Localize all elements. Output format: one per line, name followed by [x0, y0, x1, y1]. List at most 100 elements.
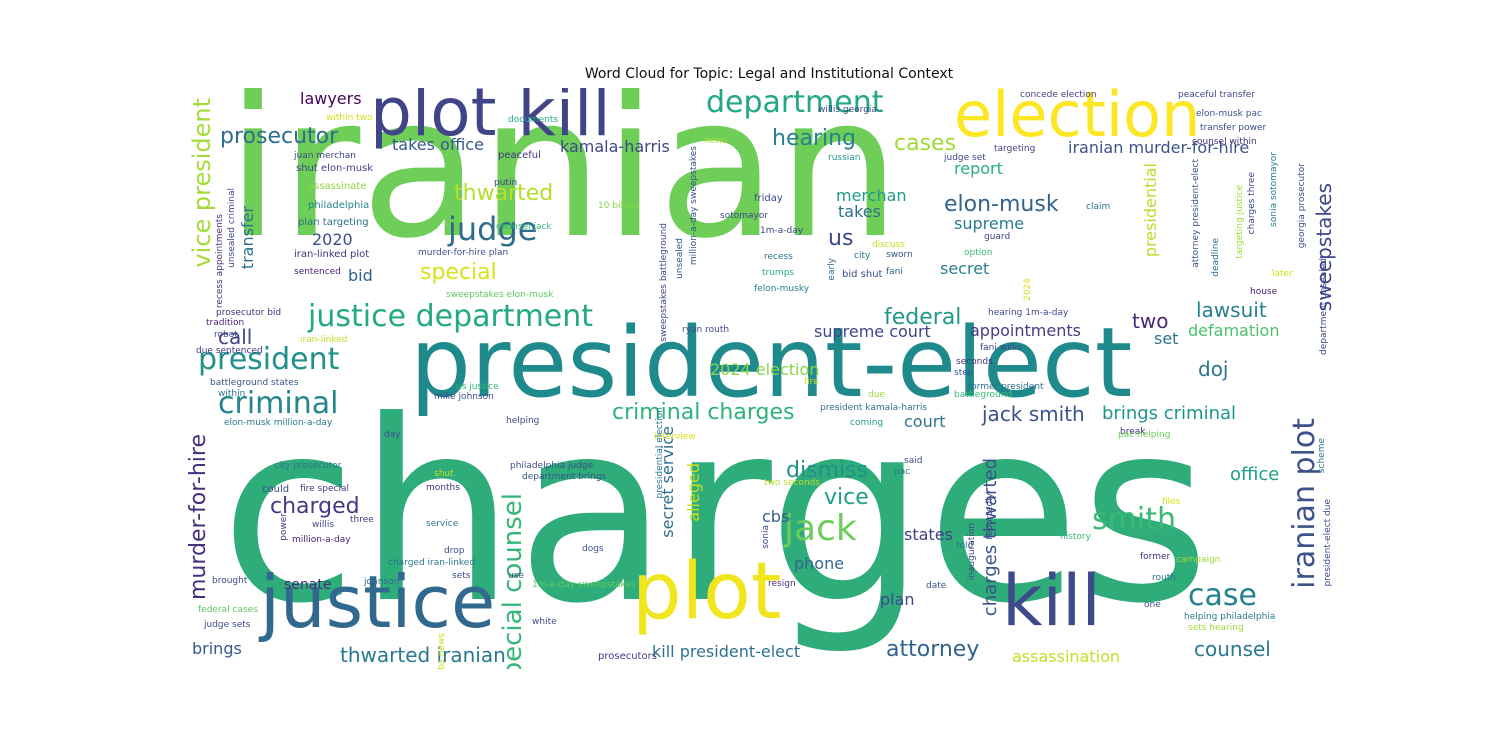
word-recess-appointments: recess appointments: [215, 214, 225, 309]
word-sweepstakes-elon-musk: sweepstakes elon-musk: [446, 290, 554, 300]
word-assassination: assassination: [1012, 647, 1120, 666]
word-merchan: merchan: [836, 186, 907, 205]
word-supreme: supreme: [954, 214, 1025, 233]
word-targeting: targeting: [994, 144, 1036, 154]
word-criminal: criminal: [218, 386, 339, 421]
word-attorney-president-elect: attorney president-elect: [1191, 159, 1201, 268]
word-iranian-murder-for-hire: iranian murder-for-hire: [1068, 138, 1250, 157]
word-vice-president: vice president: [188, 98, 216, 268]
word-judge-set: judge set: [944, 153, 986, 163]
word-plan: plan: [880, 590, 915, 609]
word-charged-iran-linked: charged iran-linked: [388, 558, 476, 568]
word-city-prosecutor: city prosecutor: [274, 461, 342, 471]
word-files: files: [1162, 497, 1181, 507]
word-elon-musk: elon-musk: [944, 192, 1059, 217]
word-charges-three: charges three: [1247, 172, 1257, 235]
word-lawsuit: lawsuit: [1196, 298, 1267, 322]
word-defamation: defamation: [1188, 321, 1280, 340]
word-plan-targeting: plan targeting: [298, 217, 369, 228]
word-bid: bid: [348, 266, 373, 285]
word-assassinate: assassinate: [308, 181, 367, 192]
word-peaceful-transfer: peaceful transfer: [1178, 90, 1256, 100]
word-phone: phone: [794, 554, 845, 573]
word-one: one: [1144, 600, 1161, 610]
word-fani: fani: [886, 267, 903, 277]
word-president-elect-due: president-elect due: [1323, 499, 1333, 587]
word-targeting-justice: targeting justice: [1235, 185, 1245, 259]
word-break: break: [1120, 427, 1146, 437]
word-1m-a-day-sweepstakes: 1m-a-day sweepstakes: [532, 580, 636, 590]
word-city: city: [854, 251, 871, 261]
word-us: us: [828, 226, 854, 251]
chart-title: Word Cloud for Topic: Legal and Institut…: [584, 66, 954, 82]
word-sonia: sonia: [761, 525, 771, 549]
word-friday: friday: [754, 193, 783, 204]
word-due-sentenced: due sentenced: [196, 346, 263, 356]
word-due: due: [868, 390, 885, 400]
word-former-president: former president: [968, 382, 1044, 392]
word-cbs-news: cbs news: [437, 633, 447, 669]
word-smith: smith: [1092, 502, 1176, 537]
word-resign: resign: [768, 579, 796, 589]
word-lawyers: lawyers: [300, 89, 362, 108]
word-cases: cases: [894, 131, 957, 156]
word-johnson: johnson: [364, 577, 400, 587]
word-deadline: deadline: [1211, 238, 1221, 277]
word-prosecutor-bid: prosecutor bid: [216, 308, 282, 318]
word-peaceful: peaceful: [498, 150, 541, 161]
word-plot: plot: [632, 547, 782, 637]
word-mike-johnson: mike johnson: [434, 392, 494, 402]
word-department: department: [706, 88, 884, 120]
word-takes: takes: [838, 202, 881, 221]
word-russian: russian: [828, 153, 861, 163]
word-transfer-power: transfer power: [1200, 123, 1267, 133]
word-house: house: [1250, 287, 1278, 297]
word-president-elect: president-elect: [410, 307, 1133, 419]
word-jack: jack: [784, 508, 857, 549]
word-service: service: [426, 519, 459, 529]
word-doj: doj: [1198, 357, 1229, 381]
word-shut-elon-musk: shut elon-musk: [296, 163, 374, 174]
word-report: report: [954, 159, 1003, 178]
word-claim: claim: [1086, 202, 1111, 212]
word-documents: documents: [508, 115, 559, 125]
word-2024: 2024: [1023, 278, 1033, 301]
word-three: three: [350, 515, 374, 525]
word-said: said: [904, 456, 923, 466]
word-plot-kill: plot kill: [370, 88, 611, 151]
word-guard: guard: [984, 232, 1011, 242]
word-secret: secret: [940, 259, 990, 278]
word-two-seconds: two seconds: [764, 478, 821, 488]
word-juan-merchan: juan merchan: [294, 151, 356, 161]
word-willis-georgia: willis georgia: [818, 105, 877, 115]
word-white: white: [532, 617, 557, 627]
word-putin: putin: [494, 178, 518, 188]
word-months: months: [426, 483, 460, 493]
word-day: day: [384, 430, 401, 440]
word-senate: senate: [284, 577, 332, 593]
word-alleged: alleged: [684, 463, 703, 522]
word-shut: shut: [434, 469, 454, 479]
word-election: election: [954, 88, 1201, 151]
word-routh: routh: [1152, 573, 1176, 583]
word-iran-linked-plot: iran-linked plot: [294, 249, 370, 260]
word-unsealed: unsealed: [675, 238, 685, 279]
word-robot: robot: [214, 330, 238, 340]
word-dismiss: dismiss: [786, 458, 869, 483]
word-georgia-prosecutor: georgia prosecutor: [1297, 163, 1307, 249]
word-willis: willis: [312, 520, 335, 530]
word-fire-special: fire special: [300, 484, 349, 494]
word-elon-musk-pac: elon-musk pac: [1196, 109, 1262, 119]
word-sweepstakes-battleground: sweepstakes battleground: [659, 223, 669, 342]
word-step: step: [954, 368, 974, 378]
word-helping-philadelphia: helping philadelphia: [1184, 612, 1276, 622]
word-thwarted-iranian: thwarted iranian: [340, 643, 506, 667]
word-cbs: cbs: [762, 507, 790, 526]
word-inauguration: inauguration: [967, 523, 977, 581]
word-discuss: discuss: [872, 240, 905, 250]
word-history: history: [1060, 532, 1091, 542]
word-coming: coming: [850, 418, 884, 428]
word-philadelphia: philadelphia: [308, 200, 370, 211]
word-federal: federal: [884, 305, 962, 330]
word-battleground: battleground: [954, 390, 1013, 400]
